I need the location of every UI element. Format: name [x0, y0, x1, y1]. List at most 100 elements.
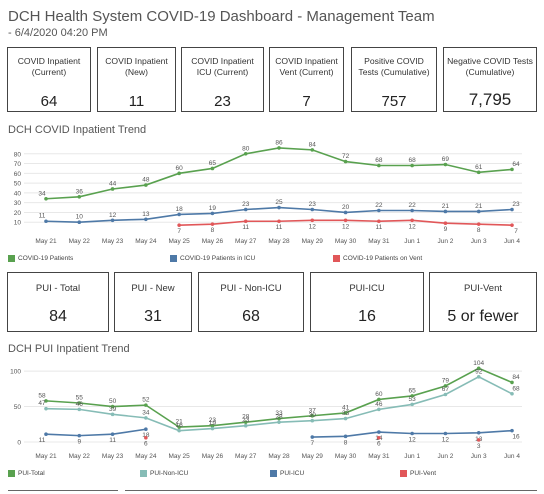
data-point[interactable] — [243, 219, 248, 224]
data-point[interactable] — [476, 430, 481, 435]
data-point[interactable] — [377, 435, 381, 440]
data-point[interactable] — [410, 208, 414, 213]
data-point[interactable] — [210, 426, 215, 431]
kpi-negative-tests[interactable]: Negative COVID Tests (Cumulative) 7,795 — [443, 47, 537, 112]
data-point[interactable] — [44, 196, 48, 201]
data-point[interactable] — [177, 171, 181, 176]
data-point[interactable] — [310, 218, 315, 223]
data-point[interactable] — [410, 218, 414, 223]
kpi-pui-vent[interactable]: PUI-Vent 5 or fewer — [429, 272, 537, 332]
data-point[interactable] — [110, 432, 115, 436]
data-point[interactable] — [243, 420, 248, 424]
data-point[interactable] — [277, 146, 281, 150]
data-point[interactable] — [410, 394, 414, 398]
data-point[interactable] — [476, 374, 481, 379]
data-point[interactable] — [343, 434, 348, 439]
data-point[interactable] — [210, 423, 215, 428]
data-point[interactable] — [510, 391, 514, 396]
kpi-positive-tests[interactable]: Positive COVID Tests (Cumulative) 757 — [351, 47, 437, 112]
kpi-covid-inpatient-new[interactable]: COVID Inpatient (New) 11 — [97, 47, 176, 112]
data-point[interactable] — [377, 407, 381, 412]
data-point[interactable] — [177, 425, 181, 429]
data-point[interactable] — [77, 220, 82, 225]
data-point[interactable] — [410, 163, 414, 168]
data-point[interactable] — [410, 431, 414, 436]
data-point[interactable] — [277, 416, 281, 421]
legend-covid-patients[interactable]: COVID-19 Patients — [8, 255, 73, 262]
data-point[interactable] — [144, 416, 148, 420]
kpi-pui-new[interactable]: PUI - New 31 — [114, 272, 192, 332]
data-point[interactable] — [476, 222, 481, 226]
data-point[interactable] — [310, 435, 315, 439]
data-point[interactable] — [144, 183, 148, 187]
kpi-covid-inpatient-icu[interactable]: COVID Inpatient ICU (Current) 23 — [181, 47, 264, 112]
kpi-pui-total[interactable]: PUI - Total 84 — [7, 272, 109, 332]
data-point[interactable] — [377, 430, 381, 434]
data-point[interactable] — [144, 217, 148, 222]
data-point[interactable] — [343, 218, 348, 223]
data-point[interactable] — [510, 167, 514, 172]
data-point[interactable] — [377, 163, 381, 168]
data-point[interactable] — [277, 219, 281, 224]
data-point[interactable] — [144, 435, 148, 440]
data-point[interactable] — [44, 399, 48, 403]
data-point[interactable] — [443, 431, 448, 436]
data-point[interactable] — [510, 380, 514, 385]
data-point[interactable] — [343, 411, 348, 415]
data-point[interactable] — [277, 420, 281, 424]
data-point[interactable] — [243, 151, 248, 156]
legend-pui-icu[interactable]: PUI-ICU — [270, 470, 304, 477]
legend-pui-vent[interactable]: PUI-Vent — [400, 470, 436, 477]
data-point[interactable] — [77, 401, 82, 405]
data-point[interactable] — [343, 416, 348, 421]
data-point[interactable] — [310, 207, 315, 212]
data-point[interactable] — [277, 205, 281, 210]
data-point[interactable] — [476, 170, 481, 175]
legend-covid-icu[interactable]: COVID-19 Patients in ICU — [170, 255, 255, 262]
kpi-covid-inpatient-current[interactable]: COVID Inpatient (Current) 64 — [7, 47, 91, 112]
data-point[interactable] — [443, 384, 448, 388]
data-point[interactable] — [476, 366, 481, 371]
data-point[interactable] — [377, 208, 381, 213]
data-point[interactable] — [77, 407, 82, 412]
data-point[interactable] — [210, 222, 215, 226]
data-point[interactable] — [177, 212, 181, 217]
data-point[interactable] — [510, 223, 514, 227]
data-point[interactable] — [343, 159, 348, 164]
data-point[interactable] — [443, 209, 448, 214]
kpi-pui-non-icu[interactable]: PUI - Non-ICU 68 — [198, 272, 304, 332]
data-point[interactable] — [177, 428, 181, 433]
data-point[interactable] — [410, 402, 414, 407]
data-point[interactable] — [77, 433, 82, 438]
data-point[interactable] — [110, 187, 115, 191]
data-point[interactable] — [210, 211, 215, 216]
data-point[interactable] — [310, 418, 315, 423]
data-point[interactable] — [443, 392, 448, 397]
data-point[interactable] — [343, 210, 348, 215]
data-point[interactable] — [510, 207, 514, 212]
data-point[interactable] — [243, 423, 248, 428]
data-point[interactable] — [44, 406, 48, 411]
data-point[interactable] — [377, 219, 381, 224]
data-point[interactable] — [110, 218, 115, 223]
data-point[interactable] — [443, 162, 448, 167]
data-point[interactable] — [44, 432, 48, 436]
data-point[interactable] — [476, 438, 481, 442]
data-point[interactable] — [443, 221, 448, 225]
kpi-covid-inpatient-vent[interactable]: COVID Inpatient Vent (Current) 7 — [269, 47, 344, 112]
data-point[interactable] — [210, 166, 215, 171]
legend-pui-non-icu[interactable]: PUI-Non-ICU — [140, 470, 188, 477]
legend-pui-total[interactable]: PUI-Total — [8, 470, 45, 477]
legend-covid-vent[interactable]: COVID-19 Patients on Vent — [333, 255, 422, 262]
data-point[interactable] — [144, 403, 148, 407]
data-point[interactable] — [44, 219, 48, 224]
data-point[interactable] — [243, 207, 248, 212]
data-point[interactable] — [110, 404, 115, 409]
data-point[interactable] — [310, 413, 315, 418]
kpi-pui-icu[interactable]: PUI-ICU 16 — [310, 272, 424, 332]
data-point[interactable] — [476, 209, 481, 214]
data-point[interactable] — [377, 397, 381, 402]
data-point[interactable] — [177, 223, 181, 227]
data-point[interactable] — [144, 427, 148, 432]
data-point[interactable] — [77, 195, 82, 199]
